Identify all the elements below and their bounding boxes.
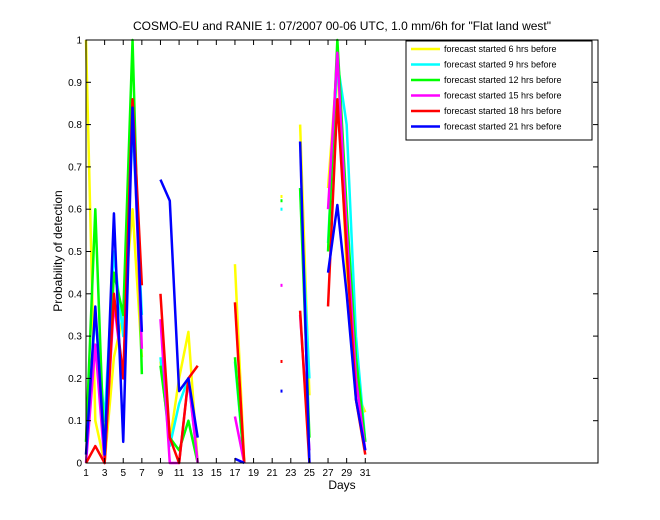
axes-layer: 1 3 5 7 9 11 13 15 17 19 21 23 25 27 29 3100.10.20.30.4…	[68, 36, 599, 479]
series-6-line	[326, 203, 367, 451]
x-tick-label: 9	[158, 468, 164, 479]
x-tick-label: 31	[360, 468, 372, 479]
y-tick-label: 0.6	[68, 205, 82, 216]
x-tick-label: 23	[285, 468, 297, 479]
y-tick-label: 0.1	[68, 416, 82, 427]
y-tick-label: 0.9	[68, 78, 82, 89]
legend-label: forecast started 15 hrs before	[444, 91, 562, 101]
x-tick-label: 21	[267, 468, 279, 479]
legend-label: forecast started 6 hrs before	[444, 44, 557, 54]
series-6-line	[298, 141, 311, 464]
y-tick-label: 0.3	[68, 332, 82, 343]
series-6-line	[84, 106, 144, 456]
y-tick-label: 0.7	[68, 162, 82, 173]
legend-label: forecast started 9 hrs before	[444, 60, 557, 70]
legend-label: forecast started 12 hrs before	[444, 75, 562, 85]
series-layer	[84, 38, 367, 465]
legend: forecast started 6 hrs before forecast st…	[405, 40, 593, 141]
legend-label: forecast started 18 hrs before	[444, 106, 562, 116]
legend-item: forecast started 6 hrs before	[411, 44, 557, 54]
x-tick-label: 29	[341, 468, 353, 479]
x-tick-label: 7	[139, 468, 145, 479]
x-tick-label: 17	[229, 468, 241, 479]
legend-item: forecast started 9 hrs before	[411, 60, 557, 70]
x-tick-label: 19	[248, 468, 260, 479]
x-tick-label: 25	[304, 468, 316, 479]
legend-item: forecast started 21 hrs before	[411, 122, 562, 132]
x-axis-title: Days	[328, 478, 355, 492]
y-tick-label: 0.4	[68, 289, 82, 300]
x-tick-label: 11	[174, 468, 185, 479]
x-tick-label: 3	[102, 468, 108, 479]
series-6-line	[234, 457, 245, 465]
y-tick-label: 1	[76, 36, 82, 47]
x-tick-label: 15	[211, 468, 223, 479]
series-5-line	[84, 97, 144, 465]
legend-box	[405, 40, 593, 141]
x-tick-label: 27	[322, 468, 334, 479]
series-5-line	[233, 302, 246, 464]
legend-item: forecast started 18 hrs before	[411, 106, 562, 116]
y-tick-label: 0.2	[68, 374, 82, 385]
y-tick-label: 0	[76, 459, 82, 470]
series-6-line	[159, 179, 199, 438]
series-4-line	[326, 51, 367, 451]
x-tick-label: 13	[192, 468, 204, 479]
chart-title: COSMO-EU and RANIE 1: 07/2007 00-06 UTC,…	[133, 19, 551, 33]
legend-item: forecast started 12 hrs before	[411, 75, 562, 85]
legend-item: forecast started 15 hrs before	[411, 91, 562, 101]
legend-label: forecast started 21 hrs before	[444, 122, 562, 132]
y-tick-label: 0.8	[68, 120, 82, 131]
x-tick-label: 5	[120, 468, 126, 479]
y-axis-title: Probability of detection	[51, 190, 65, 311]
x-tick-label: 1	[83, 468, 89, 479]
series-6	[84, 106, 367, 465]
y-tick-label: 0.5	[68, 247, 82, 258]
series-1-line	[84, 39, 144, 465]
